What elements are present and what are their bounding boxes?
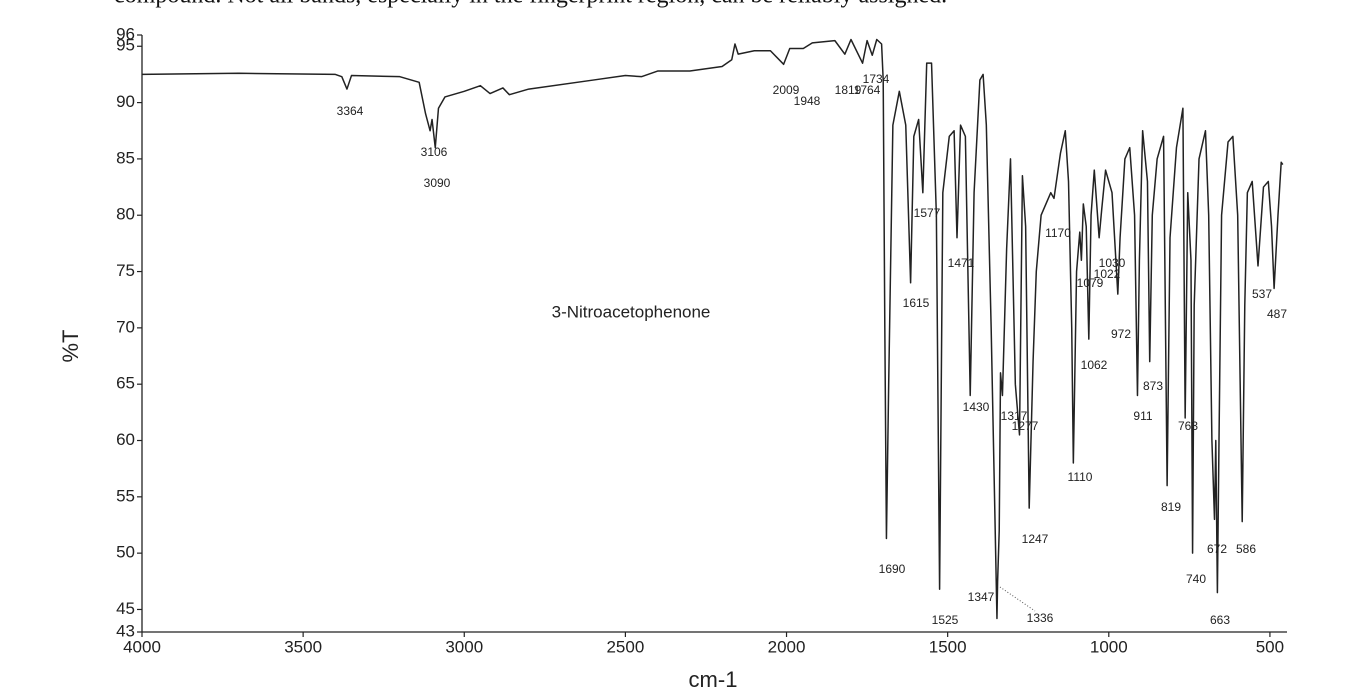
- peak-label: 487: [1267, 307, 1287, 321]
- peak-label: 1615: [903, 296, 930, 310]
- x-tick-label: 500: [1256, 637, 1284, 656]
- peak-label: 819: [1161, 500, 1181, 514]
- x-axis-title: cm-1: [689, 667, 738, 692]
- leader-line: [999, 586, 1036, 612]
- peak-label: 1819: [835, 83, 862, 97]
- y-tick-label: 43: [116, 621, 135, 640]
- peak-label: 1317: [1001, 409, 1028, 423]
- peak-label: 1471: [948, 256, 975, 270]
- x-tick-label: 2500: [606, 637, 644, 656]
- peak-label: 1247: [1022, 532, 1049, 546]
- y-tick-label: 96: [116, 24, 135, 43]
- y-tick-label: 45: [116, 599, 135, 618]
- peak-label: 1079: [1077, 276, 1104, 290]
- compound-label: 3-Nitroacetophenone: [552, 302, 711, 321]
- peak-label: 911: [1133, 409, 1152, 423]
- x-tick-label: 4000: [123, 637, 161, 656]
- peak-label: 537: [1252, 287, 1272, 301]
- y-tick-label: 95: [116, 36, 135, 55]
- y-axis-title: %T: [58, 330, 83, 363]
- peak-label: 873: [1143, 379, 1163, 393]
- peak-label: 672: [1207, 542, 1227, 556]
- peak-label: 740: [1186, 572, 1206, 586]
- y-tick-label: 85: [116, 148, 135, 167]
- spectrum-line: [141, 38, 1284, 620]
- peak-label: 3364: [337, 104, 364, 118]
- peak-label: 1030: [1099, 256, 1126, 270]
- y-tick-label: 80: [116, 205, 135, 224]
- y-tick-label: 65: [116, 374, 135, 393]
- x-tick-label: 2000: [768, 637, 806, 656]
- peak-label: 1948: [794, 94, 821, 108]
- y-tick-label: 90: [116, 92, 135, 111]
- peak-label: 586: [1236, 542, 1256, 556]
- peak-label: 1277: [1012, 419, 1039, 433]
- peak-label: 3090: [424, 176, 451, 190]
- peak-label: 1347: [968, 590, 995, 604]
- y-tick-label: 55: [116, 486, 135, 505]
- peak-label: 663: [1210, 613, 1230, 627]
- peak-label: 1430: [963, 400, 990, 414]
- peak-label: 763: [1178, 419, 1198, 433]
- y-tick-label: 75: [116, 261, 135, 280]
- x-tick-label: 3500: [284, 637, 322, 656]
- x-tick-label: 3000: [445, 637, 483, 656]
- peak-label: 972: [1111, 327, 1131, 341]
- peak-label: 1062: [1081, 358, 1108, 372]
- y-tick-label: 50: [116, 543, 135, 562]
- peak-label: 1336: [1027, 611, 1054, 625]
- x-tick-label: 1000: [1090, 637, 1128, 656]
- peak-label: 1734: [863, 72, 890, 86]
- peak-label: 1764: [854, 83, 881, 97]
- peak-label: 1110: [1068, 470, 1093, 484]
- y-tick-label: 70: [116, 317, 135, 336]
- peak-label: 1022: [1094, 267, 1121, 281]
- peak-label: 1525: [932, 613, 959, 627]
- y-tick-label: 60: [116, 430, 135, 449]
- peak-label: 2009: [773, 83, 800, 97]
- peak-label: 1170: [1045, 226, 1071, 240]
- peak-label: 1577: [914, 206, 941, 220]
- peak-label: 1690: [879, 562, 906, 576]
- peak-label: 3106: [421, 145, 448, 159]
- x-tick-label: 1500: [929, 637, 967, 656]
- caption-fragment: compound. Not all bands, especially in t…: [114, 0, 947, 9]
